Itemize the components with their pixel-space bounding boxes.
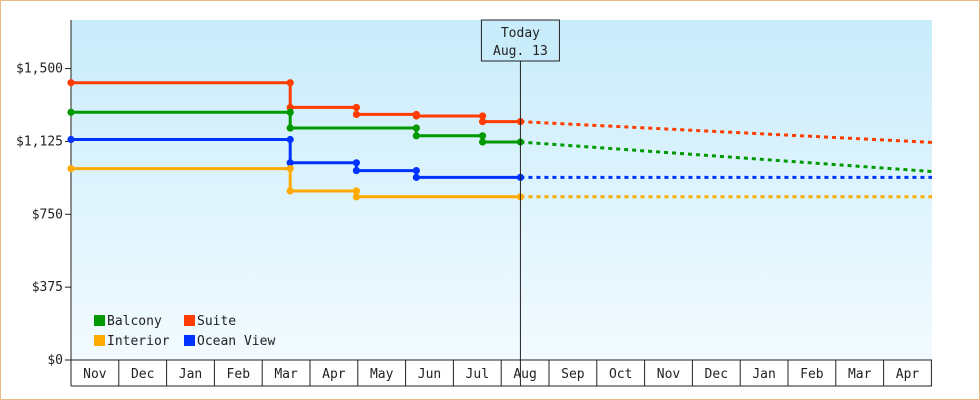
data-point <box>352 166 361 175</box>
plot-area <box>71 20 932 360</box>
y-tick-label: $0 <box>47 353 63 368</box>
today-box <box>480 19 560 62</box>
data-point <box>412 124 420 132</box>
y-tick-label: $375 <box>32 280 63 295</box>
data-point <box>286 124 294 132</box>
data-point <box>286 135 294 144</box>
x-tick-label: May <box>370 367 394 382</box>
data-point <box>412 112 420 120</box>
today-marker: Today Aug. 13 <box>480 19 560 386</box>
series-suite <box>67 79 933 144</box>
x-tick-label: Mar <box>848 367 872 382</box>
data-point <box>67 108 75 116</box>
legend-item-interior: Interior <box>94 334 170 349</box>
data-point <box>352 193 361 201</box>
legend-label: Ocean View <box>197 334 275 349</box>
x-tick-label: Jan <box>752 367 775 382</box>
legend-label: Interior <box>107 334 170 349</box>
x-tick-label: Dec <box>705 367 728 382</box>
y-tick-label: $1,500 <box>16 62 63 77</box>
data-point <box>352 103 361 112</box>
x-tick-label: Aug <box>513 367 536 382</box>
legend-swatch <box>94 315 105 326</box>
data-point <box>286 187 294 195</box>
x-tick-label: Jul <box>466 367 489 382</box>
data-point <box>478 138 487 146</box>
x-tick-label: Dec <box>131 367 154 382</box>
legend-item-suite: Suite <box>184 314 236 329</box>
data-point <box>286 159 294 167</box>
data-point <box>478 118 487 126</box>
series-ocean-view <box>67 135 932 181</box>
data-point <box>412 132 420 140</box>
x-tick-label: Jan <box>179 367 202 382</box>
x-tick-label: Nov <box>657 367 681 382</box>
data-point <box>352 187 361 195</box>
data-point <box>67 135 75 144</box>
data-point <box>286 108 294 116</box>
data-point <box>478 112 487 120</box>
legend-swatch <box>184 315 195 326</box>
data-point <box>412 173 420 181</box>
legend-item-balcony: Balcony <box>94 314 162 329</box>
series-interior <box>67 165 932 201</box>
series-balcony <box>67 108 933 174</box>
x-tick-label: Nov <box>83 367 107 382</box>
x-tick-label: Feb <box>227 367 251 382</box>
x-tick-label: Apr <box>896 367 920 382</box>
data-point <box>67 79 75 87</box>
legend-swatch <box>94 335 105 346</box>
data-point <box>286 165 294 173</box>
x-tick-label: Jun <box>418 367 441 382</box>
today-label: Today <box>501 26 540 41</box>
x-axis: Nov Dec Jan Feb Mar Apr May Jun Jul Aug Sep Oct Nov D… <box>71 359 932 387</box>
series-layer <box>67 79 933 201</box>
legend-label: Suite <box>197 314 236 329</box>
x-tick-label: Oct <box>609 367 632 382</box>
y-axis: $0 $375 $750 $1,125 $1,500 <box>16 20 72 386</box>
legend-swatch <box>184 335 195 346</box>
data-point <box>352 159 361 167</box>
legend: Balcony Suite Interior Ocean View <box>94 314 275 349</box>
y-tick-label: $1,125 <box>16 134 63 149</box>
today-date-label: Aug. 13 <box>493 44 548 59</box>
data-point <box>412 166 420 175</box>
data-point <box>67 165 75 173</box>
x-tick-label: Apr <box>322 367 346 382</box>
y-tick-label: $750 <box>32 207 63 222</box>
x-tick-label: Mar <box>274 367 298 382</box>
data-point <box>286 79 294 87</box>
data-point <box>478 132 487 140</box>
data-point <box>352 110 361 119</box>
series-line-interior <box>71 167 521 199</box>
legend-item-ocean-view: Ocean View <box>184 334 275 349</box>
x-tick-label: Feb <box>800 367 824 382</box>
legend-label: Balcony <box>107 314 162 329</box>
x-tick-label: Sep <box>561 367 585 382</box>
